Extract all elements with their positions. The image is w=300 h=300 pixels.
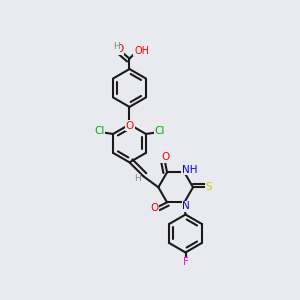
Text: OH: OH: [134, 46, 149, 56]
Text: O: O: [116, 44, 124, 54]
Text: S: S: [206, 182, 212, 192]
Text: N: N: [182, 202, 190, 212]
Text: Cl: Cl: [94, 126, 104, 136]
Text: Cl: Cl: [154, 126, 165, 136]
Text: H: H: [134, 175, 141, 184]
Text: H: H: [113, 42, 120, 51]
Text: F: F: [183, 257, 188, 267]
Text: O: O: [126, 121, 134, 131]
Text: O: O: [150, 203, 158, 213]
Text: NH: NH: [182, 164, 197, 175]
Text: O: O: [161, 152, 169, 162]
